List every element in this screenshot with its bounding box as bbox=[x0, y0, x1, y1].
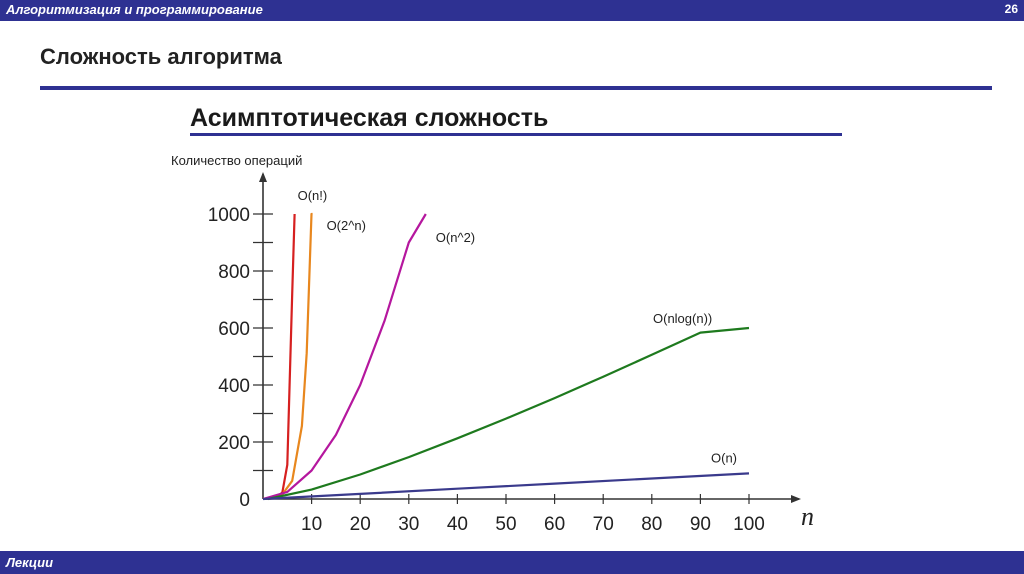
page-number: 26 bbox=[1004, 2, 1018, 16]
y-axis-arrow bbox=[259, 172, 267, 182]
x-tick-label: 60 bbox=[544, 514, 565, 535]
chart-title: Асимптотическая сложность bbox=[190, 104, 548, 132]
series-label: O(nlog(n)) bbox=[653, 311, 712, 326]
x-tick-label: 30 bbox=[398, 514, 419, 535]
footer-label: Лекции bbox=[6, 555, 54, 570]
series-label: O(2^n) bbox=[327, 218, 366, 233]
x-axis-label: n bbox=[801, 502, 814, 531]
x-tick-label: 10 bbox=[301, 514, 322, 535]
complexity-chart: Асимптотическая сложность Количество опе… bbox=[171, 104, 842, 535]
x-tick-label: 20 bbox=[350, 514, 371, 535]
x-tick-label: 50 bbox=[495, 514, 516, 535]
chart-figure: Асимптотическая сложность Количество опе… bbox=[163, 97, 861, 545]
series-line bbox=[262, 213, 427, 501]
x-tick-label: 90 bbox=[690, 514, 711, 535]
y-tick-label: 600 bbox=[218, 319, 250, 340]
y-tick-label: 1000 bbox=[208, 205, 250, 226]
x-tick-label: 40 bbox=[447, 514, 468, 535]
y-tick-label: 400 bbox=[218, 376, 250, 397]
y-axis-label: Количество операций bbox=[171, 153, 302, 168]
series-label: O(n) bbox=[711, 450, 737, 465]
x-tick-label: 100 bbox=[733, 514, 765, 535]
y-tick-label: 0 bbox=[239, 490, 250, 511]
series-label: O(n^2) bbox=[436, 230, 475, 245]
y-tick-label: 800 bbox=[218, 262, 250, 283]
series-line bbox=[267, 326, 750, 501]
x-tick-label: 80 bbox=[641, 514, 662, 535]
y-tick-label: 200 bbox=[218, 433, 250, 454]
header-bar: Алгоритмизация и программирование 26 bbox=[0, 0, 1024, 21]
title-divider bbox=[40, 86, 992, 90]
footer-bar: Лекции bbox=[0, 551, 1024, 574]
chart-title-underline bbox=[190, 133, 842, 136]
x-tick-label: 70 bbox=[593, 514, 614, 535]
x-axis-arrow bbox=[791, 495, 801, 503]
series-line bbox=[262, 472, 750, 501]
course-title: Алгоритмизация и программирование bbox=[6, 2, 263, 17]
series-label: O(n!) bbox=[298, 188, 328, 203]
slide-title: Сложность алгоритма bbox=[40, 44, 282, 69]
